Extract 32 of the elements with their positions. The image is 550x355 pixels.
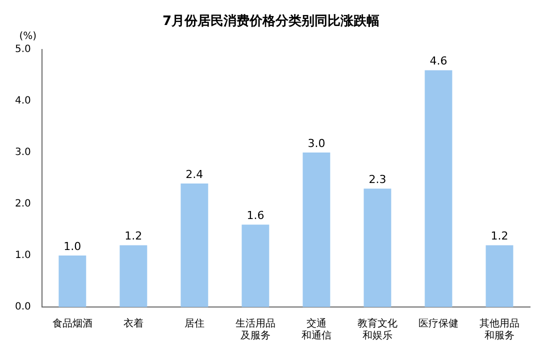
bar — [180, 183, 208, 307]
bar — [302, 152, 330, 307]
bar — [120, 245, 148, 307]
data-label: 2.4 — [186, 168, 204, 181]
data-label: 2.3 — [368, 172, 386, 186]
bar — [364, 188, 392, 307]
x-tick-label: 交通和通信 — [301, 318, 332, 342]
y-tick-label: 1.0 — [14, 250, 31, 262]
data-label: 4.6 — [430, 54, 448, 68]
y-axis-title: (%) — [19, 31, 37, 42]
x-tick-label: 其他用品和服务 — [479, 318, 520, 342]
data-label: 1.2 — [490, 230, 508, 243]
data-label: 1.0 — [64, 240, 82, 253]
bar — [242, 224, 270, 307]
chart-title: 7月份居民消费价格分类别同比涨跌幅 — [162, 14, 380, 30]
y-tick-label: 2.0 — [14, 198, 31, 210]
y-tick-label: 3.0 — [14, 147, 31, 158]
x-tick-label: 食品烟酒 — [52, 318, 92, 330]
data-label: 3.0 — [308, 136, 326, 150]
bar — [486, 245, 514, 307]
data-label: 1.2 — [124, 230, 142, 243]
data-label: 1.6 — [246, 208, 264, 222]
bar — [58, 256, 86, 307]
y-tick-label: 5.0 — [14, 44, 31, 56]
bar — [424, 70, 452, 307]
y-tick-label: 0.0 — [14, 302, 31, 313]
x-tick-label: 教育文化和娱乐 — [357, 318, 398, 342]
x-tick-label: 衣着 — [123, 318, 144, 330]
y-tick-label: 4.0 — [14, 96, 31, 107]
x-tick-label: 居住 — [184, 318, 204, 330]
x-tick-label: 医疗保健 — [418, 318, 458, 330]
x-tick-label: 生活用品及服务 — [235, 318, 276, 342]
